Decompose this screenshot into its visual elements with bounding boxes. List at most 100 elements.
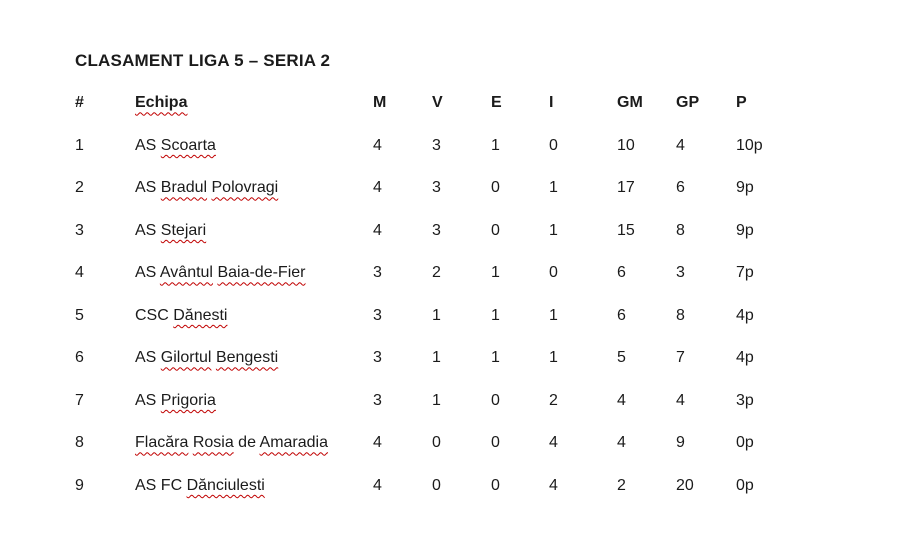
cell-gm: 2 — [617, 476, 626, 494]
team-name-text: AS — [135, 391, 161, 409]
cell-p: 4p — [736, 349, 754, 367]
cell-team: AS Gilortul Bengesti — [135, 337, 373, 380]
cell-gm: 4 — [617, 391, 626, 409]
cell-v: 3 — [432, 221, 441, 239]
team-name-text: AS — [135, 136, 161, 154]
column-header-rank: # — [75, 94, 84, 112]
misspelled-word: Amaradia — [259, 434, 329, 452]
cell-gp: 6 — [676, 179, 685, 197]
cell-team: CSC Dănesti — [135, 295, 373, 338]
cell-gm: 10 — [617, 136, 635, 154]
cell-v: 1 — [432, 349, 441, 367]
cell-rank: 2 — [75, 179, 84, 197]
cell-team: AS Avântul Baia-de-Fier — [135, 252, 373, 295]
cell-rank: 4 — [75, 264, 84, 282]
cell-m: 4 — [373, 179, 382, 197]
column-header-gp: GP — [676, 94, 700, 112]
cell-v: 1 — [432, 306, 441, 324]
cell-e: 1 — [491, 136, 500, 154]
cell-e: 1 — [491, 349, 500, 367]
table-row: 4 AS Avântul Baia-de-Fier 3 2 1 0 6 3 7p — [75, 252, 826, 295]
misspelled-word: Gilortul — [160, 349, 212, 367]
cell-gm: 17 — [617, 179, 635, 197]
cell-gp: 8 — [676, 306, 685, 324]
team-name-text: CSC — [135, 306, 174, 324]
cell-i: 0 — [549, 136, 558, 154]
misspelled-word: Scoarta — [160, 136, 216, 154]
cell-gp: 3 — [676, 264, 685, 282]
misspelled-word: Stejari — [160, 221, 207, 239]
misspelled-word: Polovragi — [211, 179, 279, 197]
misspelled-word: Dănesti — [173, 306, 228, 324]
column-header-team: Echipa — [135, 82, 373, 125]
column-header-m: M — [373, 94, 387, 112]
cell-p: 0p — [736, 434, 754, 452]
cell-v: 3 — [432, 136, 441, 154]
page-title: CLASAMENT LIGA 5 – SERIA 2 — [75, 51, 331, 70]
table-row: 2 AS Bradul Polovragi 4 3 0 1 17 6 9p — [75, 167, 826, 210]
cell-m: 4 — [373, 434, 382, 452]
column-header-p: P — [736, 94, 747, 112]
table-row: 7 AS Prigoria 3 1 0 2 4 4 3p — [75, 380, 826, 423]
cell-gp: 4 — [676, 136, 685, 154]
cell-gm: 15 — [617, 221, 635, 239]
column-header-v: V — [432, 94, 443, 112]
table-row: 6 AS Gilortul Bengesti 3 1 1 1 5 7 4p — [75, 337, 826, 380]
cell-team: AS Stejari — [135, 210, 373, 253]
cell-v: 2 — [432, 264, 441, 282]
cell-rank: 6 — [75, 349, 84, 367]
cell-e: 1 — [491, 264, 500, 282]
cell-v: 1 — [432, 391, 441, 409]
team-name-text: AS — [135, 179, 161, 197]
cell-v: 0 — [432, 476, 441, 494]
cell-i: 4 — [549, 476, 558, 494]
team-name-text: AS FC — [135, 476, 187, 494]
cell-gp: 4 — [676, 391, 685, 409]
misspelled-word: Dănciulesti — [186, 476, 265, 494]
cell-v: 0 — [432, 434, 441, 452]
cell-m: 4 — [373, 136, 382, 154]
cell-m: 4 — [373, 221, 382, 239]
cell-team: AS Bradul Polovragi — [135, 167, 373, 210]
cell-m: 3 — [373, 264, 382, 282]
document-page: CLASAMENT LIGA 5 – SERIA 2 # Echipa M V E I GM… — [75, 39, 826, 507]
misspelled-word: Bengesti — [215, 349, 279, 367]
team-name-text: de — [233, 434, 260, 452]
column-header-e: E — [491, 94, 502, 112]
cell-i: 1 — [549, 306, 558, 324]
cell-rank: 1 — [75, 136, 84, 154]
cell-i: 4 — [549, 434, 558, 452]
cell-p: 4p — [736, 306, 754, 324]
cell-rank: 9 — [75, 476, 84, 494]
cell-rank: 8 — [75, 434, 84, 452]
table-row: 3 AS Stejari 4 3 0 1 15 8 9p — [75, 210, 826, 253]
column-header-i: I — [549, 94, 554, 112]
cell-e: 0 — [491, 221, 500, 239]
cell-e: 0 — [491, 476, 500, 494]
misspelled-word: Bradul — [160, 179, 208, 197]
standings-header-row: # Echipa M V E I GM GP P — [75, 82, 826, 125]
cell-gm: 5 — [617, 349, 626, 367]
team-name-text: AS — [135, 221, 161, 239]
cell-i: 2 — [549, 391, 558, 409]
cell-gp: 20 — [676, 476, 694, 494]
cell-team: AS Prigoria — [135, 380, 373, 423]
cell-gm: 6 — [617, 306, 626, 324]
cell-gp: 9 — [676, 434, 685, 452]
cell-e: 0 — [491, 434, 500, 452]
cell-p: 9p — [736, 179, 754, 197]
misspelled-word: Flacăra — [135, 434, 189, 452]
cell-team: AS FC Dănciulesti — [135, 465, 373, 508]
cell-e: 0 — [491, 391, 500, 409]
column-header-gm: GM — [617, 94, 643, 112]
cell-gp: 8 — [676, 221, 685, 239]
cell-m: 3 — [373, 349, 382, 367]
cell-team: Flacăra Rosia de Amaradia — [135, 422, 373, 465]
cell-m: 4 — [373, 476, 382, 494]
misspelled-word: Prigoria — [160, 391, 216, 409]
team-name-text: AS — [135, 264, 160, 282]
cell-i: 0 — [549, 264, 558, 282]
team-name-text: AS — [135, 349, 161, 367]
cell-team: AS Scoarta — [135, 125, 373, 168]
cell-gm: 4 — [617, 434, 626, 452]
